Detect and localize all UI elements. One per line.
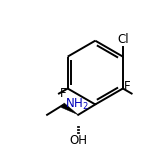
Text: OH: OH	[69, 134, 87, 147]
Text: Cl: Cl	[117, 33, 129, 46]
Text: NH$_2$: NH$_2$	[65, 97, 89, 112]
Text: F: F	[124, 80, 131, 93]
Text: F: F	[60, 87, 66, 100]
Polygon shape	[61, 103, 78, 115]
